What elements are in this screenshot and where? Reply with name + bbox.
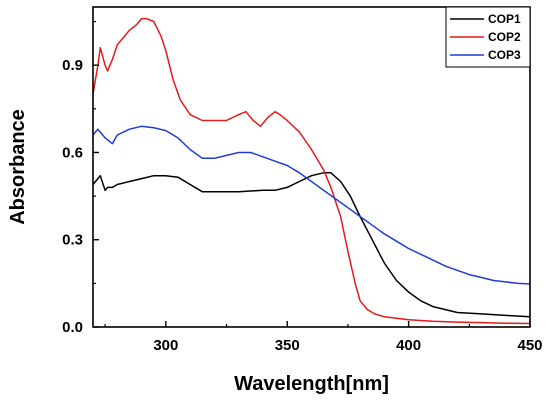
y-axis-title: Absorbance xyxy=(7,109,29,225)
legend-label-cop1: COP1 xyxy=(488,12,521,26)
x-tick-label: 300 xyxy=(153,337,178,354)
legend: COP1 COP2 COP3 xyxy=(445,6,531,68)
y-tick-label: 0.9 xyxy=(62,57,83,74)
series-line-cop3 xyxy=(92,125,531,285)
plot-frame xyxy=(92,6,531,328)
y-tick-label: 0.3 xyxy=(62,232,83,249)
y-tick-label: 0.6 xyxy=(62,144,83,161)
x-tick-label: 450 xyxy=(517,337,542,354)
ticks-layer: 300 350 400 450 0.0 0.3 0.6 0.9 xyxy=(62,20,543,354)
x-tick-label: 400 xyxy=(396,337,421,354)
legend-label-cop3: COP3 xyxy=(488,48,521,62)
y-tick-label: 0.0 xyxy=(62,319,83,336)
series-layer xyxy=(92,17,531,325)
x-axis-title: Wavelength[nm] xyxy=(234,373,389,395)
series-line-cop1 xyxy=(92,172,531,318)
x-tick-label: 350 xyxy=(275,337,300,354)
legend-label-cop2: COP2 xyxy=(488,30,521,44)
series-line-cop2 xyxy=(92,17,531,325)
